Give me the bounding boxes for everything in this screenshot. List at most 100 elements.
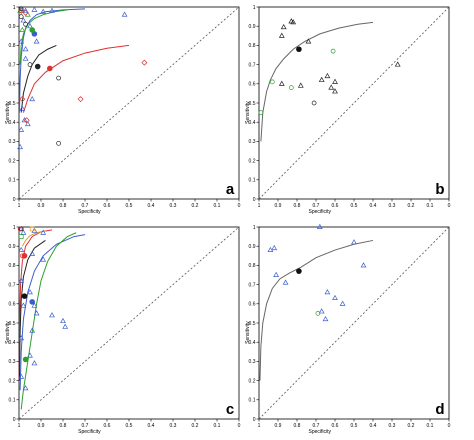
sroc-curve-4 <box>20 232 77 410</box>
y-tick-label: 0.8 <box>9 263 16 269</box>
study-point-triangle <box>282 279 289 285</box>
y-tick-label: 1 <box>253 225 256 231</box>
panel-c: 1 0.9 0.8 0.7 0.6 0.5 0.4 0.3 0.2 0.1 0 0 0.1 0.2 0.3 0… <box>5 225 241 435</box>
summary-point <box>296 268 302 274</box>
panel-letter-label: a <box>226 181 235 198</box>
x-tick-label: 0 <box>448 423 451 429</box>
study-point-circle <box>18 14 24 19</box>
x-axis-label: Specificity <box>78 209 101 215</box>
x-tick-label: 0.1 <box>214 423 221 429</box>
study-point-triangle <box>49 312 55 318</box>
study-point-circle <box>311 100 317 106</box>
study-point-circle <box>269 79 275 85</box>
panel-a: 1 0.9 0.8 0.7 0.6 0.5 0.4 0.3 0.2 0.1 0 0 0.1 0.2 0.3 0… <box>5 5 241 215</box>
study-point-triangle <box>27 289 33 295</box>
y-tick-label: 0.1 <box>249 178 256 184</box>
x-tick-label: 0.5 <box>126 203 133 209</box>
y-tick-label: 0.4 <box>249 340 256 346</box>
y-tick-label: 0.4 <box>249 120 256 126</box>
x-tick-label: 0.2 <box>408 203 415 209</box>
x-tick-label: 0.2 <box>408 423 415 429</box>
x-tick-label: 0.7 <box>82 423 89 429</box>
study-point-triangle <box>17 143 23 150</box>
study-point-triangle <box>394 61 401 67</box>
y-tick-label: 0 <box>253 417 256 423</box>
study-point-triangle <box>31 360 38 366</box>
y-tick-label: 0.9 <box>9 244 16 250</box>
y-tick-label: 0.9 <box>249 24 256 30</box>
study-point-triangle <box>318 308 325 314</box>
y-tick-label: 0.7 <box>9 282 16 288</box>
y-tick-label: 0.8 <box>249 43 256 49</box>
study-point-triangle <box>297 82 304 88</box>
study-point-triangle <box>19 105 26 111</box>
study-point-triangle <box>290 19 297 25</box>
study-point-triangle <box>31 227 38 233</box>
study-point-triangle <box>21 117 28 123</box>
study-point-triangle <box>324 72 331 79</box>
x-tick-label: 0.9 <box>38 423 45 429</box>
panel-d: 1 0.9 0.8 0.7 0.6 0.5 0.4 0.3 0.2 0.1 0 0 0.1 0.2 0.3 0… <box>245 223 451 435</box>
study-point-diamond <box>141 59 148 66</box>
x-tick-label: 0.9 <box>38 203 45 209</box>
sroc-curve-5 <box>21 230 46 247</box>
summary-point <box>29 299 35 305</box>
y-tick-label: 0.9 <box>249 244 256 250</box>
sroc-curve-2 <box>18 240 46 381</box>
study-point-triangle <box>18 126 25 132</box>
study-point-triangle <box>22 7 29 13</box>
study-point-triangle <box>40 256 47 262</box>
x-tick-label: 0.8 <box>60 423 67 429</box>
panel-letter-label: b <box>435 181 444 198</box>
y-tick-label: 1 <box>253 5 256 11</box>
y-tick-label: 0 <box>253 197 256 203</box>
study-point-circle <box>27 62 33 67</box>
study-point-triangle <box>322 315 329 322</box>
study-point-triangle <box>18 335 25 341</box>
study-point-triangle <box>31 302 38 308</box>
y-tick-label: 0.6 <box>9 82 16 88</box>
study-point-triangle <box>20 17 27 23</box>
y-tick-label: 0.2 <box>249 158 256 164</box>
x-tick-label: 0.4 <box>148 203 155 209</box>
study-point-triangle <box>328 84 335 90</box>
x-tick-label: 0.5 <box>351 203 358 209</box>
y-axis-label: Sensitivity <box>5 101 11 124</box>
study-point-triangle <box>22 55 29 61</box>
y-tick-label: 0.6 <box>9 302 16 308</box>
study-point-triangle <box>280 23 287 30</box>
summary-point <box>47 65 53 72</box>
x-tick-label: 1 <box>258 203 261 209</box>
study-point-circle <box>56 140 61 146</box>
study-point-triangle <box>24 120 31 127</box>
study-point-triangle <box>40 8 47 14</box>
summary-point <box>21 293 28 299</box>
x-tick-label: 1 <box>18 203 21 209</box>
y-tick-label: 1 <box>13 5 16 11</box>
study-point-diamond <box>22 9 29 16</box>
study-point-circle <box>56 75 61 81</box>
x-tick-label: 0.3 <box>389 203 396 209</box>
chance-diagonal-line <box>18 6 240 200</box>
y-tick-label: 0.3 <box>9 139 16 145</box>
study-point-triangle <box>49 7 55 13</box>
x-tick-label: 0.5 <box>126 423 133 429</box>
x-tick-label: 0.8 <box>294 423 301 429</box>
study-point-triangle <box>332 88 338 94</box>
study-point-diamond <box>19 96 26 103</box>
y-tick-label: 0.7 <box>249 282 256 288</box>
x-axis-label: Specificity <box>309 209 332 215</box>
x-tick-label: 1 <box>258 423 261 429</box>
study-point-triangle <box>22 385 29 391</box>
study-point-triangle <box>22 46 29 52</box>
y-tick-label: 0.4 <box>9 120 16 126</box>
y-tick-label: 0.1 <box>9 398 16 404</box>
study-point-diamond <box>18 7 25 14</box>
x-tick-label: 0.8 <box>294 203 301 209</box>
y-tick-label: 1 <box>13 225 16 231</box>
study-point-triangle <box>267 246 274 252</box>
x-tick-label: 0.1 <box>427 423 434 429</box>
x-tick-label: 0.1 <box>427 203 434 209</box>
y-tick-label: 0.5 <box>9 321 16 327</box>
